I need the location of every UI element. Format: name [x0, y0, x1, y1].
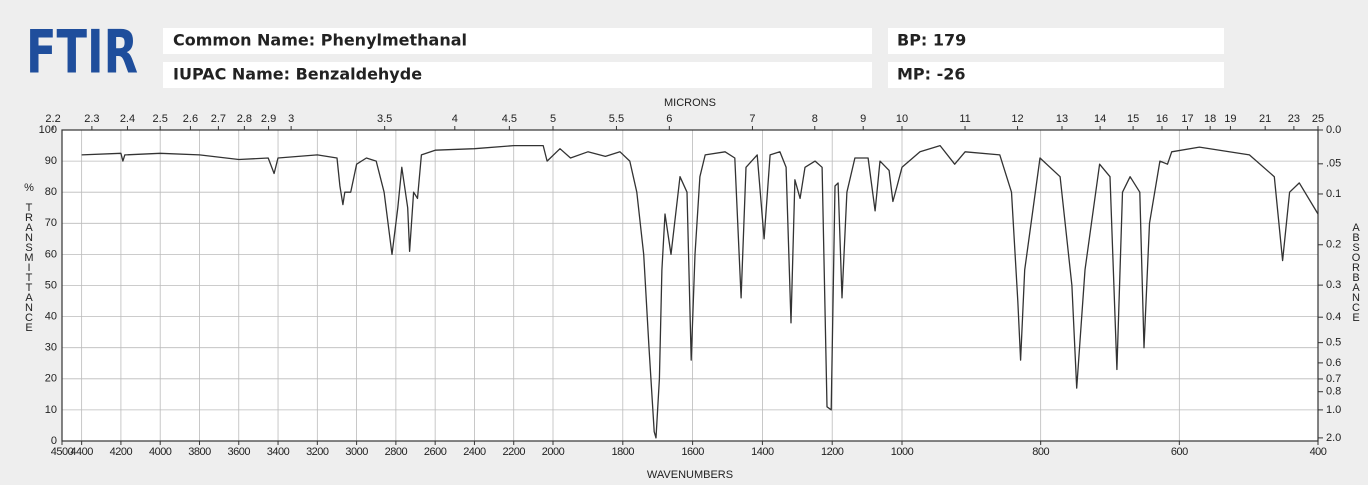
x2-tick-label: 7 — [749, 113, 755, 125]
y-tick-label: 60 — [45, 248, 57, 260]
x2-tick-label: 2.9 — [261, 113, 276, 125]
iupac-name: IUPAC Name: Benzaldehyde — [173, 65, 422, 84]
x2-tick-label: 10 — [896, 113, 908, 125]
y-tick-label: 30 — [45, 342, 57, 354]
x2-tick-label: 11 — [959, 113, 970, 125]
x2-tick-label: 3.5 — [377, 113, 392, 125]
x-tick-label: 1000 — [891, 446, 914, 458]
x-tick-label: 1200 — [821, 446, 844, 458]
x-tick-label: 4400 — [70, 446, 93, 458]
y2-tick-label: 0.6 — [1326, 357, 1341, 369]
y2-tick-label: 0.0 — [1326, 124, 1341, 136]
y-tick-label: 80 — [45, 186, 57, 198]
x-tick-label: 1400 — [751, 446, 774, 458]
x2-tick-label: 16 — [1156, 113, 1168, 125]
x-tick-label: 2200 — [502, 446, 525, 458]
x-tick-label: 1600 — [681, 446, 704, 458]
common-name: Common Name: Phenylmethanal — [173, 31, 467, 50]
y2-tick-label: 0.7 — [1326, 373, 1341, 385]
x2-tick-label: 12 — [1011, 113, 1023, 125]
x2-tick-label: 21 — [1259, 113, 1271, 125]
field-box — [888, 62, 1224, 88]
x-tick-label: 2400 — [463, 446, 486, 458]
y-tick-label: 90 — [45, 155, 57, 167]
x-tick-label: 3600 — [228, 446, 251, 458]
x2-tick-label: 25 — [1312, 113, 1324, 125]
y-tick-label: 10 — [45, 404, 57, 416]
y2-tick-label: 0.4 — [1326, 311, 1341, 323]
x2-tick-label: 5.5 — [609, 113, 624, 125]
x2-tick-label: 2.5 — [153, 113, 168, 125]
x2-tick-label: 18 — [1204, 113, 1216, 125]
x-tick-label: 4500 — [51, 446, 74, 458]
y-axis-label: % TRANSMITTANCE — [23, 182, 35, 332]
x2-tick-label: 4 — [452, 113, 458, 125]
y-tick-label: 50 — [45, 279, 57, 291]
y2-tick-label: 1.0 — [1326, 404, 1341, 416]
x2-axis-label: MICRONS — [664, 97, 716, 109]
y-tick-label: 70 — [45, 217, 57, 229]
field-box — [163, 28, 872, 54]
plot-frame — [61, 129, 1319, 442]
x2-tick-label: 5 — [550, 113, 556, 125]
x-tick-label: 4200 — [110, 446, 133, 458]
x-tick-label: 3000 — [345, 446, 368, 458]
x-tick-label: 600 — [1171, 446, 1188, 458]
x2-tick-label: 2.7 — [211, 113, 226, 125]
x-tick-label: 3200 — [306, 446, 329, 458]
x-tick-label: 3400 — [267, 446, 290, 458]
y2-axis-label: ABSORBANCE — [1350, 222, 1362, 322]
x2-tick-label: 2.3 — [84, 113, 99, 125]
x-tick-label: 400 — [1310, 446, 1327, 458]
x2-tick-label: 2.6 — [183, 113, 198, 125]
x2-tick-label: 2.8 — [237, 113, 252, 125]
x-tick-label: 2600 — [424, 446, 447, 458]
x2-tick-label: 19 — [1224, 113, 1236, 125]
x2-tick-label: 17 — [1181, 113, 1193, 125]
x2-tick-label: 8 — [812, 113, 818, 125]
x2-tick-label: 6 — [666, 113, 672, 125]
melting-point: MP: -26 — [897, 65, 966, 84]
field-box — [163, 62, 872, 88]
y2-tick-label: 0.8 — [1326, 386, 1341, 398]
y2-tick-label: .05 — [1326, 158, 1341, 170]
x2-tick-label: 9 — [860, 113, 866, 125]
boiling-point: BP: 179 — [897, 31, 966, 50]
y2-tick-label: 0.1 — [1326, 188, 1341, 200]
x2-tick-label: 2.4 — [120, 113, 135, 125]
x-tick-label: 4000 — [149, 446, 172, 458]
y2-tick-label: 0.5 — [1326, 337, 1341, 349]
y-tick-label: 20 — [45, 373, 57, 385]
x2-tick-label: 23 — [1288, 113, 1300, 125]
x2-tick-label: 2.2 — [45, 113, 60, 125]
x2-tick-label: 4.5 — [502, 113, 517, 125]
x-axis-label: WAVENUMBERS — [647, 469, 733, 481]
x-tick-label: 2000 — [542, 446, 565, 458]
logo: FTIR — [26, 18, 138, 88]
field-box — [888, 28, 1224, 54]
x2-tick-label: 15 — [1127, 113, 1139, 125]
y2-tick-label: 0.3 — [1326, 279, 1341, 291]
y2-tick-label: 2.0 — [1326, 432, 1341, 444]
y-tick-label: 100 — [39, 124, 57, 136]
x-tick-label: 1800 — [612, 446, 635, 458]
y-tick-label: 40 — [45, 311, 57, 323]
x-tick-label: 2800 — [385, 446, 408, 458]
y2-tick-label: 0.2 — [1326, 239, 1341, 251]
x2-tick-label: 3 — [288, 113, 294, 125]
x-tick-label: 3800 — [188, 446, 211, 458]
x2-tick-label: 14 — [1094, 113, 1106, 125]
spectrum-line — [81, 144, 1319, 439]
y-tick-label: 0 — [51, 435, 57, 447]
x-tick-label: 800 — [1032, 446, 1049, 458]
x2-tick-label: 13 — [1056, 113, 1068, 125]
